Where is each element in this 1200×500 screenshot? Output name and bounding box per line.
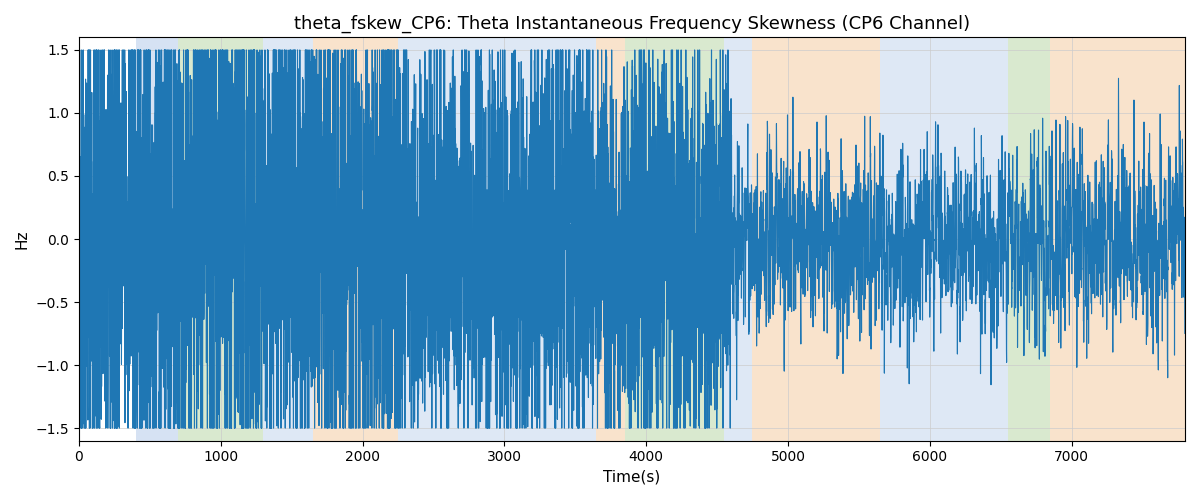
Y-axis label: Hz: Hz — [14, 230, 30, 249]
Bar — [1008, 38, 1050, 440]
Title: theta_fskew_CP6: Theta Instantaneous Frequency Skewness (CP6 Channel): theta_fskew_CP6: Theta Instantaneous Fre… — [294, 15, 970, 34]
Bar — [724, 38, 752, 440]
Bar — [596, 38, 625, 440]
Bar — [752, 38, 880, 440]
Bar — [398, 38, 596, 440]
Bar — [263, 38, 313, 440]
Bar — [880, 38, 1008, 440]
Bar — [625, 38, 724, 440]
Bar — [136, 38, 178, 440]
Bar — [313, 38, 398, 440]
Bar — [178, 38, 263, 440]
Bar — [1050, 38, 1186, 440]
X-axis label: Time(s): Time(s) — [604, 470, 660, 485]
